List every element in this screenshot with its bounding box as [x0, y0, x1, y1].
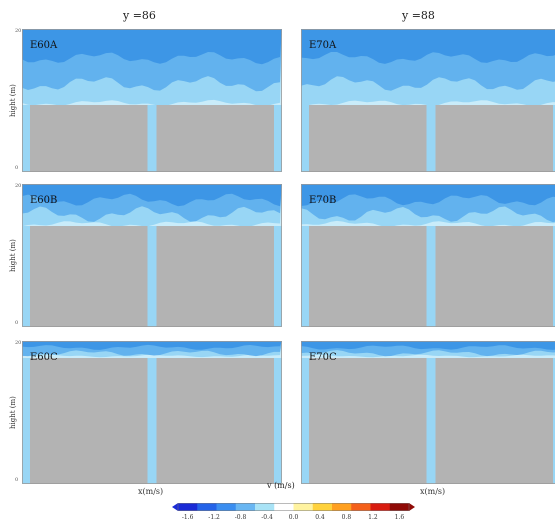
panel-frame [301, 184, 555, 327]
canyon-left [22, 226, 30, 327]
panel-label: E70A [309, 40, 337, 51]
canyon-left [22, 358, 30, 484]
canyon-middle [147, 358, 157, 484]
building-left [309, 226, 427, 327]
flow-band-dark [301, 341, 555, 350]
colorbar-segment [178, 503, 198, 511]
canyon-left [301, 105, 309, 172]
canyon-left [301, 226, 309, 327]
flow-band-dark [301, 184, 555, 206]
canyon-left [22, 105, 30, 172]
canyon-middle [147, 226, 157, 327]
y-tick-label: 0 [15, 320, 19, 326]
panel-frame [301, 341, 555, 484]
y-axis-label: hight (m) [9, 395, 17, 429]
colorbar-tick-label: -1.2 [208, 514, 220, 521]
panel-frame [22, 341, 282, 484]
building-right [156, 358, 274, 484]
colorbar-tick-label: 0.0 [288, 514, 299, 521]
colorbar-segment [312, 503, 333, 511]
colorbar-segment [197, 503, 217, 511]
contour-panel-e60b: E60B [22, 184, 282, 327]
panel-label: E60C [30, 352, 58, 363]
panel-frame [22, 29, 282, 172]
building-left [309, 105, 427, 172]
building-left [30, 105, 148, 172]
canyon-right [553, 226, 555, 327]
colorbar-segment [370, 503, 391, 511]
y-tick-label: 0 [15, 165, 19, 171]
building-left [309, 358, 427, 484]
building-right [435, 358, 553, 484]
canyon-left [301, 358, 309, 484]
colorbar-segment [332, 503, 352, 511]
flow-band-dark [22, 184, 282, 207]
flow-band-dark [22, 29, 282, 65]
y-tick-label: 20 [15, 183, 22, 189]
colorbar-tick-label: 1.6 [394, 514, 405, 521]
contour-panel-e70b: E70B [301, 184, 555, 327]
canyon-right [274, 105, 282, 172]
colorbar-arrow-left [172, 503, 178, 511]
colorbar-tick-label: 0.4 [315, 514, 325, 521]
y-axis-label: hight (m) [9, 238, 17, 272]
panel-label: E70C [309, 352, 337, 363]
canyon-middle [426, 358, 436, 484]
contour-plot [22, 29, 282, 172]
contour-plot [22, 184, 282, 327]
contour-plot [301, 341, 555, 484]
building-right [156, 105, 274, 172]
column-title-0: y =86 [123, 9, 156, 22]
canyon-right [274, 358, 282, 484]
panel-label: E60A [30, 40, 58, 51]
colorbar-tick-label: 1.2 [368, 514, 378, 521]
panel-label: E60B [30, 195, 58, 206]
contour-panel-e60c: E60C [22, 341, 282, 484]
building-right [156, 226, 274, 327]
colorbar-arrow-right [409, 503, 415, 511]
colorbar-tick-label: 0.8 [341, 514, 352, 521]
building-right [435, 226, 553, 327]
contour-plot [22, 341, 282, 484]
canyon-right [553, 105, 555, 172]
building-left [30, 358, 148, 484]
colorbar-frame [177, 503, 410, 511]
panel-label: E70B [309, 195, 337, 206]
x-axis-label-left: x(m/s) [138, 487, 164, 496]
x-axis-label-right: x(m/s) [420, 487, 446, 496]
column-title-1: y =88 [402, 9, 435, 22]
panel-frame [301, 29, 555, 172]
colorbar-segment [274, 503, 294, 511]
y-axis-label: hight (m) [9, 83, 17, 117]
colorbar-segment [293, 503, 314, 511]
contour-panel-e70c: E70C [301, 341, 555, 484]
colorbar [172, 503, 415, 511]
colorbar-segment [216, 503, 237, 511]
colorbar-tick-label: -1.6 [181, 514, 194, 521]
building-right [435, 105, 553, 172]
canyon-middle [426, 105, 436, 172]
colorbar-segment [351, 503, 371, 511]
panel-frame [22, 184, 282, 327]
contour-plot [301, 29, 555, 172]
contour-plot [301, 184, 555, 327]
y-tick-label: 20 [15, 340, 22, 346]
colorbar-tick-label: -0.4 [261, 514, 273, 521]
contour-panel-e60a: E60A [22, 29, 282, 172]
colorbar-title: v (m/s) [267, 481, 295, 490]
colorbar-tick-label: -0.8 [234, 514, 247, 521]
colorbar-segment [235, 503, 256, 511]
flow-band-dark [22, 341, 282, 350]
flow-band-dark [301, 29, 555, 64]
canyon-right [553, 358, 555, 484]
colorbar-segment [255, 503, 275, 511]
canyon-right [274, 226, 282, 327]
y-tick-label: 0 [15, 477, 19, 483]
contour-panel-e70a: E70A [301, 29, 555, 172]
building-left [30, 226, 148, 327]
canyon-middle [147, 105, 157, 172]
y-tick-label: 20 [15, 28, 22, 34]
colorbar-segment [389, 503, 410, 511]
canyon-middle [426, 226, 436, 327]
